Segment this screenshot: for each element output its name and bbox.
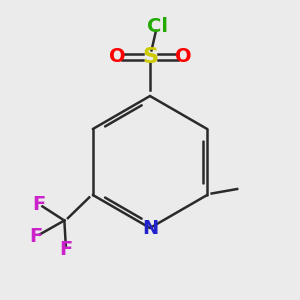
Text: F: F (29, 227, 43, 247)
Text: F: F (59, 240, 73, 260)
Text: Cl: Cl (147, 17, 168, 37)
Text: N: N (142, 218, 158, 238)
Text: O: O (109, 47, 125, 67)
Text: S: S (142, 47, 158, 67)
Text: O: O (175, 47, 191, 67)
Text: F: F (32, 194, 46, 214)
